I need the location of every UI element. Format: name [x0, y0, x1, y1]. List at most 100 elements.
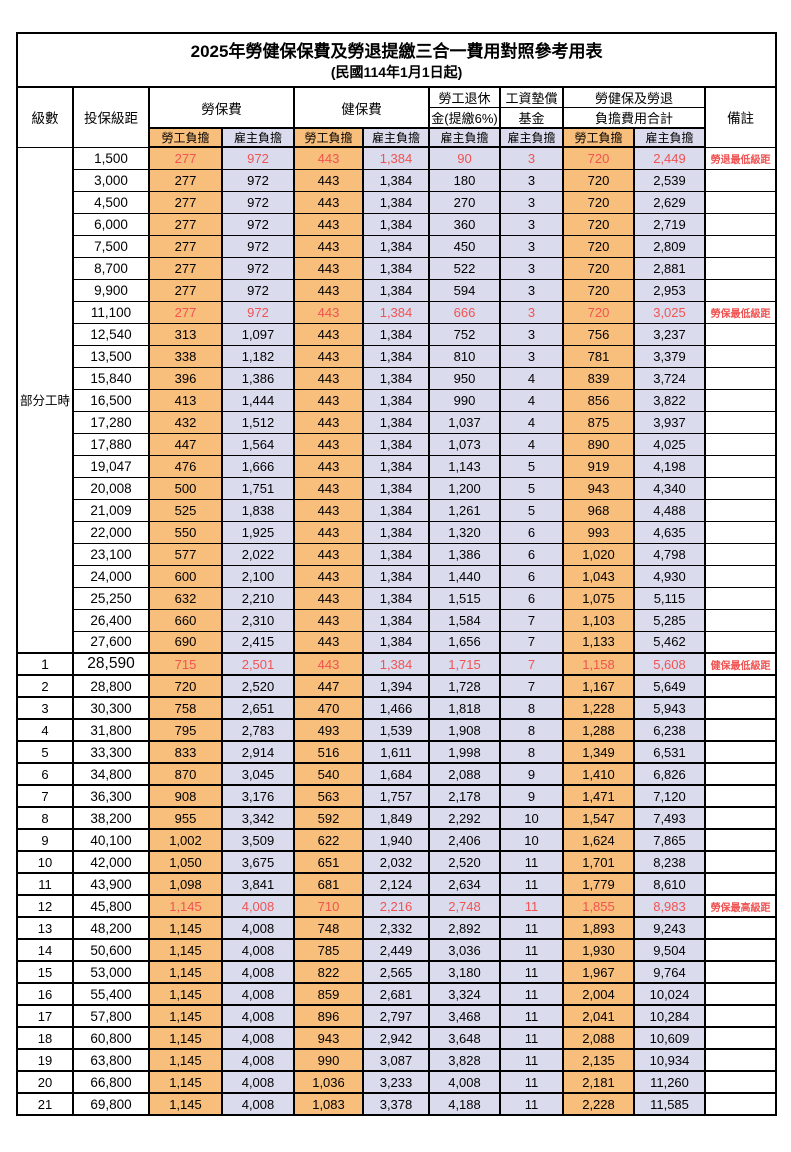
cell-pension-employer: 4,188: [428, 1092, 501, 1116]
cell-total-employer: 4,488: [633, 498, 706, 522]
cell-bracket: 19,047: [72, 454, 150, 478]
subheader-pension-employer: 雇主負擔: [428, 127, 501, 148]
cell-remark: [703, 344, 778, 368]
cell-health-employee: 563: [293, 784, 364, 808]
cell-total-employer: 2,809: [633, 234, 706, 258]
cell-health-employee: 443: [293, 542, 364, 566]
cell-labor-employer: 3,675: [221, 850, 295, 874]
cell-pension-employer: 1,908: [428, 718, 501, 742]
cell-remark: [703, 278, 778, 302]
cell-pension-employer: 2,748: [428, 894, 501, 918]
cell-total-employer: 11,585: [633, 1092, 706, 1116]
cell-level: 18: [16, 1026, 74, 1050]
cell-level: 16: [16, 982, 74, 1006]
cell-total-employee: 2,181: [562, 1070, 635, 1094]
cell-bracket: 11,100: [72, 300, 150, 324]
cell-labor-employee: 277: [148, 212, 223, 236]
cell-labor-employer: 3,841: [221, 872, 295, 896]
cell-health-employee: 516: [293, 740, 364, 764]
cell-fund-employer: 3: [499, 300, 564, 324]
cell-labor-employee: 1,002: [148, 828, 223, 852]
cell-level: 9: [16, 828, 74, 852]
cell-labor-employee: 632: [148, 586, 223, 610]
cell-fund-employer: 11: [499, 850, 564, 874]
cell-fund-employer: 11: [499, 872, 564, 896]
cell-health-employer: 1,384: [362, 322, 430, 346]
cell-pension-employer: 1,515: [428, 586, 501, 610]
cell-fund-employer: 7: [499, 630, 564, 654]
cell-labor-employer: 4,008: [221, 1070, 295, 1094]
cell-pension-employer: 810: [428, 344, 501, 368]
col-header-health-insurance: 健保費: [293, 86, 430, 129]
cell-bracket: 7,500: [72, 234, 150, 258]
table-row: 25,250 632 2,210 443 1,384 1,515 6 1,075 5,115: [17, 586, 778, 610]
cell-pension-employer: 1,073: [428, 432, 501, 456]
cell-bracket: 9,900: [72, 278, 150, 302]
cell-health-employer: 2,216: [362, 894, 430, 918]
cell-health-employee: 443: [293, 520, 364, 544]
cell-level: 2: [16, 674, 74, 698]
cell-labor-employer: 2,100: [221, 564, 295, 588]
cell-total-employee: 720: [562, 168, 635, 192]
cell-fund-employer: 3: [499, 168, 564, 192]
cell-labor-employee: 277: [148, 234, 223, 258]
cell-labor-employer: 972: [221, 234, 295, 258]
cell-fund-employer: 3: [499, 212, 564, 236]
cell-labor-employee: 1,145: [148, 1092, 223, 1116]
cell-health-employer: 1,384: [362, 234, 430, 258]
cell-labor-employee: 1,145: [148, 982, 223, 1006]
cell-pension-employer: 2,634: [428, 872, 501, 896]
cell-labor-employer: 972: [221, 278, 295, 302]
cell-pension-employer: 2,406: [428, 828, 501, 852]
cell-bracket: 69,800: [72, 1092, 150, 1116]
cell-pension-employer: 1,200: [428, 476, 501, 500]
cell-labor-employee: 277: [148, 256, 223, 280]
cell-remark: 勞退最低級距: [703, 146, 778, 170]
cell-health-employer: 2,124: [362, 872, 430, 896]
table-row: 15,840 396 1,386 443 1,384 950 4 839 3,724: [17, 366, 778, 390]
cell-bracket: 60,800: [72, 1026, 150, 1050]
cell-labor-employee: 870: [148, 762, 223, 786]
cell-total-employer: 9,764: [633, 960, 706, 984]
cell-labor-employee: 795: [148, 718, 223, 742]
cell-health-employee: 443: [293, 146, 364, 170]
cell-bracket: 53,000: [72, 960, 150, 984]
cell-total-employer: 2,629: [633, 190, 706, 214]
cell-labor-employer: 4,008: [221, 916, 295, 940]
cell-total-employer: 7,120: [633, 784, 706, 808]
cell-labor-employee: 525: [148, 498, 223, 522]
cell-pension-employer: 180: [428, 168, 501, 192]
table-row: 12 45,800 1,145 4,008 710 2,216 2,748 11 1,855 8,…: [16, 894, 778, 918]
cell-health-employer: 1,384: [362, 608, 430, 632]
cell-bracket: 38,200: [72, 806, 150, 830]
cell-pension-employer: 1,998: [428, 740, 501, 764]
cell-fund-employer: 11: [499, 1026, 564, 1050]
cell-labor-employer: 1,564: [221, 432, 295, 456]
cell-total-employer: 7,493: [633, 806, 706, 830]
cell-bracket: 63,800: [72, 1048, 150, 1072]
table-row: 6,000 277 972 443 1,384 360 3 720 2,719: [17, 212, 778, 236]
cell-pension-employer: 594: [428, 278, 501, 302]
cell-fund-employer: 6: [499, 520, 564, 544]
cell-labor-employee: 1,145: [148, 1048, 223, 1072]
subheader-labor-employer: 雇主負擔: [221, 127, 295, 148]
table-row: 19,047 476 1,666 443 1,384 1,143 5 919 4,198: [17, 454, 778, 478]
cell-remark: [703, 608, 778, 632]
cell-total-employer: 5,649: [633, 674, 706, 698]
cell-labor-employer: 4,008: [221, 1026, 295, 1050]
cell-bracket: 26,400: [72, 608, 150, 632]
cell-health-employee: 822: [293, 960, 364, 984]
cell-bracket: 21,009: [72, 498, 150, 522]
cell-labor-employee: 277: [148, 300, 223, 324]
cell-total-employer: 3,937: [633, 410, 706, 434]
cell-total-employer: 4,798: [633, 542, 706, 566]
cell-pension-employer: 1,584: [428, 608, 501, 632]
cell-bracket: 23,100: [72, 542, 150, 566]
cell-pension-employer: 3,828: [428, 1048, 501, 1072]
cell-health-employee: 443: [293, 234, 364, 258]
cell-health-employee: 1,036: [293, 1070, 364, 1094]
cell-health-employer: 1,384: [362, 278, 430, 302]
cell-labor-employee: 1,145: [148, 938, 223, 962]
cell-remark: [703, 190, 778, 214]
cell-labor-employee: 1,050: [148, 850, 223, 874]
